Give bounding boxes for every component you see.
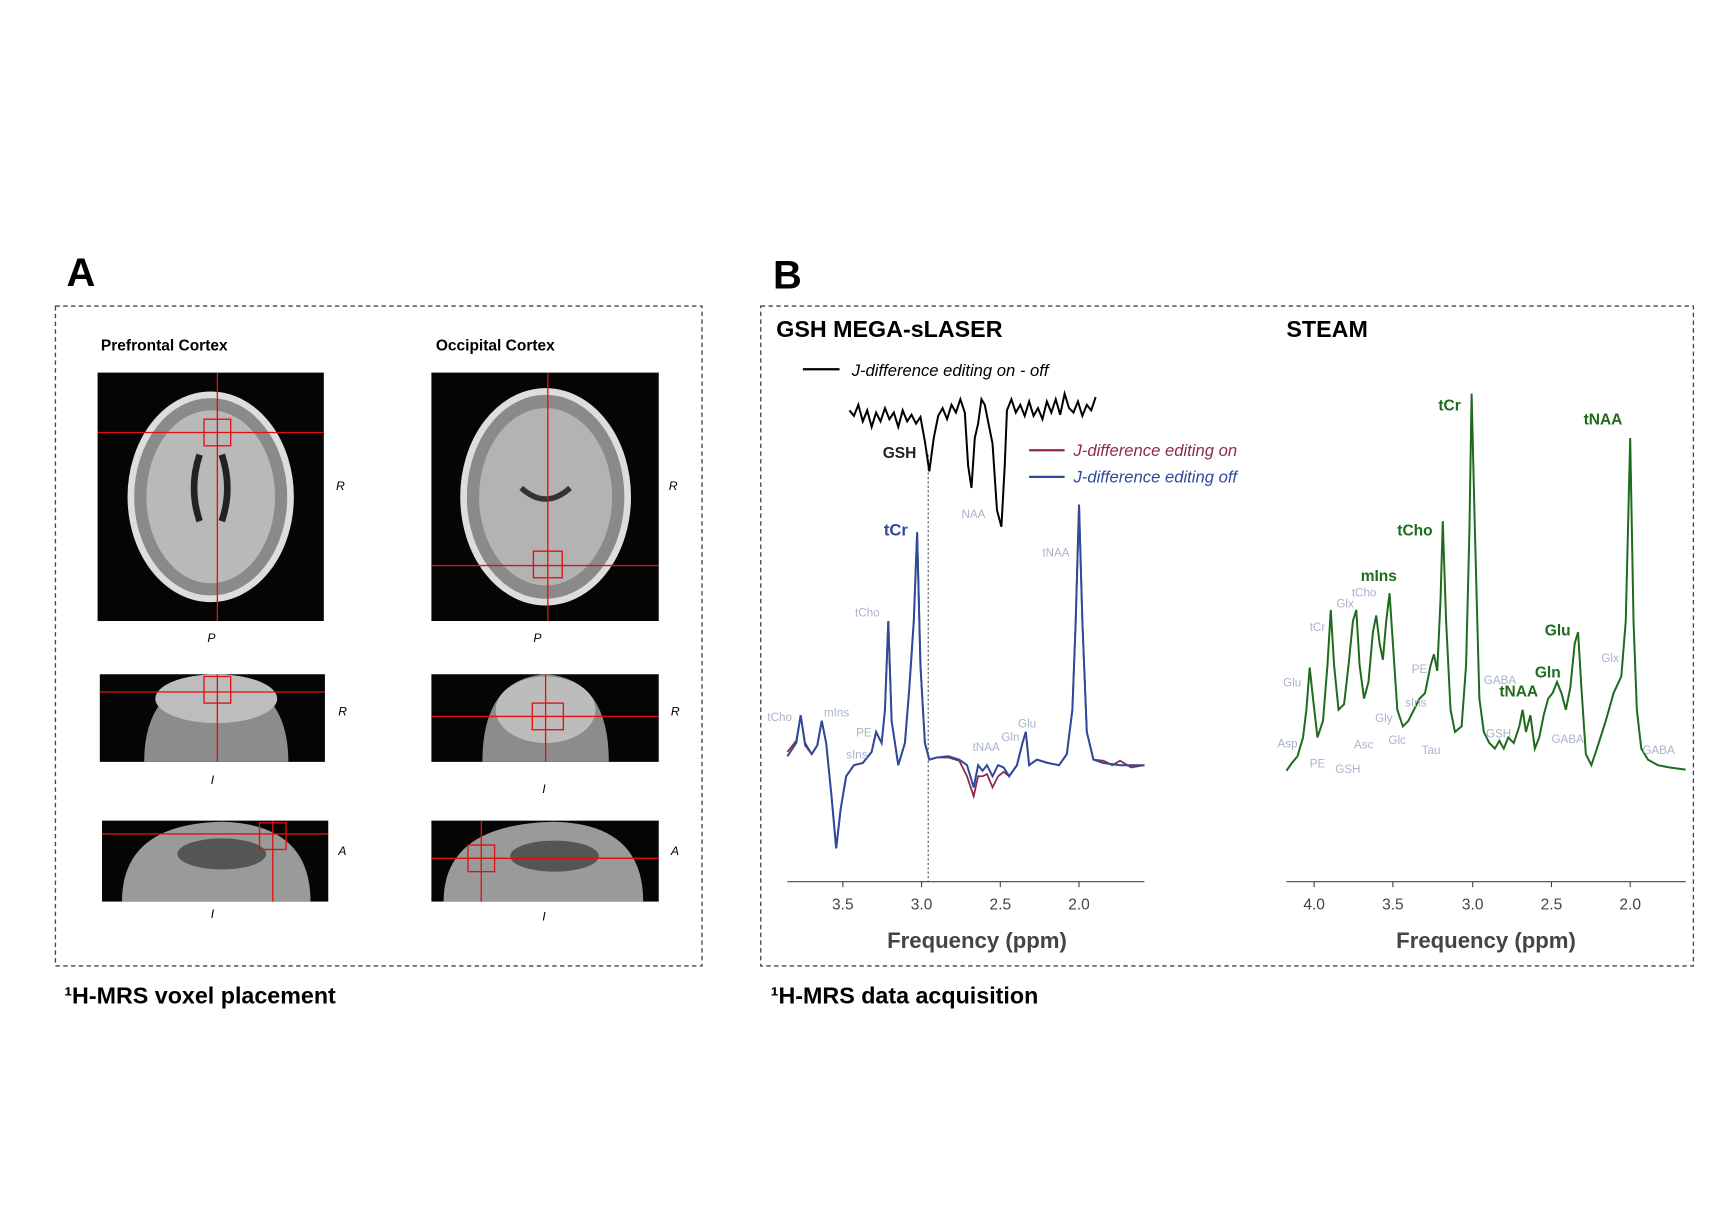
peak-label: tCr [1310, 621, 1326, 634]
peak-label: PE [1412, 663, 1428, 676]
orientation-label: R [669, 479, 678, 493]
peak-label: NAA [961, 508, 985, 521]
peak-label: Asc [1354, 739, 1374, 752]
legend-label: J-difference editing off [1072, 467, 1239, 486]
peak-label: Glc [1388, 734, 1406, 747]
peak-label: tCr [1438, 397, 1460, 414]
peak-label: mIns [1361, 568, 1397, 585]
peak-label: tNAA [1042, 547, 1069, 560]
column-title: Prefrontal Cortex [101, 337, 228, 354]
caption: ¹H-MRS data acquisition [771, 983, 1039, 1009]
orientation-label: A [337, 844, 346, 858]
orientation-label: A [670, 844, 679, 858]
orientation-label: I [542, 909, 546, 923]
peak-label: tCho [767, 711, 792, 724]
peak-label: sIns [846, 749, 868, 762]
peak-label: GABA [1484, 674, 1517, 687]
tick-label: 3.5 [832, 896, 854, 913]
orientation-label: R [338, 704, 347, 718]
tick-label: 2.5 [990, 896, 1012, 913]
orientation-label: I [542, 782, 546, 796]
tick-label: 2.5 [1541, 896, 1563, 913]
peak-label: tCr [884, 521, 909, 540]
tick-label: 2.0 [1619, 896, 1641, 913]
peak-label: Asp [1278, 737, 1298, 750]
caption: ¹H-MRS voxel placement [64, 983, 336, 1009]
edit-off-spectrum [786, 504, 1145, 849]
axes [787, 881, 1686, 888]
panel-frame [760, 305, 1695, 967]
peak-label: mIns [824, 706, 849, 719]
peak-label: tCho [1397, 523, 1432, 540]
spectrum-title: STEAM [1286, 316, 1367, 342]
orientation-label: R [671, 704, 680, 718]
legend-label: J-difference editing on - off [851, 361, 1051, 380]
peak-label: Glx [1601, 652, 1619, 665]
difference-spectrum [848, 389, 1097, 528]
peak-label: GSH [1335, 763, 1360, 776]
peak-label: Glu [1018, 717, 1036, 730]
peak-label: Glu [1545, 622, 1571, 639]
peak-label: Glu [1283, 676, 1301, 689]
peak-label: Tau [1422, 744, 1441, 757]
tick-label: 3.0 [911, 896, 933, 913]
peak-label: tCho [855, 607, 880, 620]
tick-label: 3.5 [1382, 896, 1404, 913]
peak-label: GSH [1486, 727, 1511, 740]
peak-label: Gln [1001, 731, 1019, 744]
panel-frame [54, 305, 703, 967]
peak-label: tNAA [1584, 412, 1623, 429]
tick-label: 3.0 [1462, 896, 1484, 913]
orientation-label: P [207, 631, 216, 645]
peak-label: Glx [1336, 598, 1354, 611]
orientation-label: I [211, 907, 215, 921]
peak-label: sIns [1405, 696, 1427, 709]
mri-images [97, 372, 659, 902]
peak-label: tNAA [1499, 683, 1538, 700]
orientation-label: P [533, 631, 542, 645]
peak-label: GSH [883, 445, 917, 462]
peak-label: tCho [1352, 587, 1377, 600]
axis-label: Frequency (ppm) [1396, 928, 1576, 953]
peak-label: PE [1310, 757, 1326, 770]
axis-label: Frequency (ppm) [887, 928, 1067, 953]
column-title: Occipital Cortex [436, 337, 555, 354]
orientation-label: I [211, 773, 215, 787]
peak-label: Gly [1375, 712, 1393, 725]
tick-label: 4.0 [1303, 896, 1325, 913]
orientation-label: R [336, 479, 345, 493]
peak-label: tNAA [973, 741, 1000, 754]
steam-spectrum [1285, 393, 1686, 772]
legend-label: J-difference editing on [1072, 441, 1237, 460]
peak-label: PE [856, 726, 872, 739]
edit-on-spectrum [786, 504, 1145, 849]
peak-label: Gln [1535, 665, 1561, 682]
peak-label: GABA [1551, 733, 1584, 746]
tick-label: 2.0 [1068, 896, 1090, 913]
panel-label: A [67, 251, 96, 295]
panel-label: B [773, 253, 802, 297]
peak-label: GABA [1642, 744, 1675, 757]
spectrum-title: GSH MEGA-sLASER [776, 316, 1002, 342]
